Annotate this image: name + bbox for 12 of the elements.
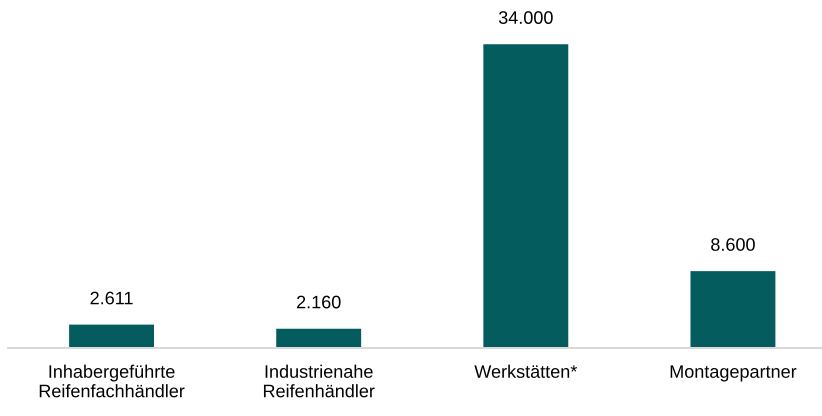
x-tick-label: Industrienahe Reifenhändler xyxy=(264,364,375,398)
data-label: 34.000 xyxy=(498,11,553,24)
bar xyxy=(483,44,568,348)
bar xyxy=(690,271,776,348)
x-tick-label: Werkstätten* xyxy=(474,364,578,378)
data-label: 2.160 xyxy=(297,296,341,308)
bar xyxy=(276,328,362,348)
data-label: 2.611 xyxy=(90,292,133,304)
bar xyxy=(69,324,154,348)
x-tick-label: Montagepartner xyxy=(670,365,796,382)
x-tick-label: Inhabergeführte Reifenfachhändler xyxy=(40,364,185,398)
data-label: 8.600 xyxy=(711,238,755,251)
